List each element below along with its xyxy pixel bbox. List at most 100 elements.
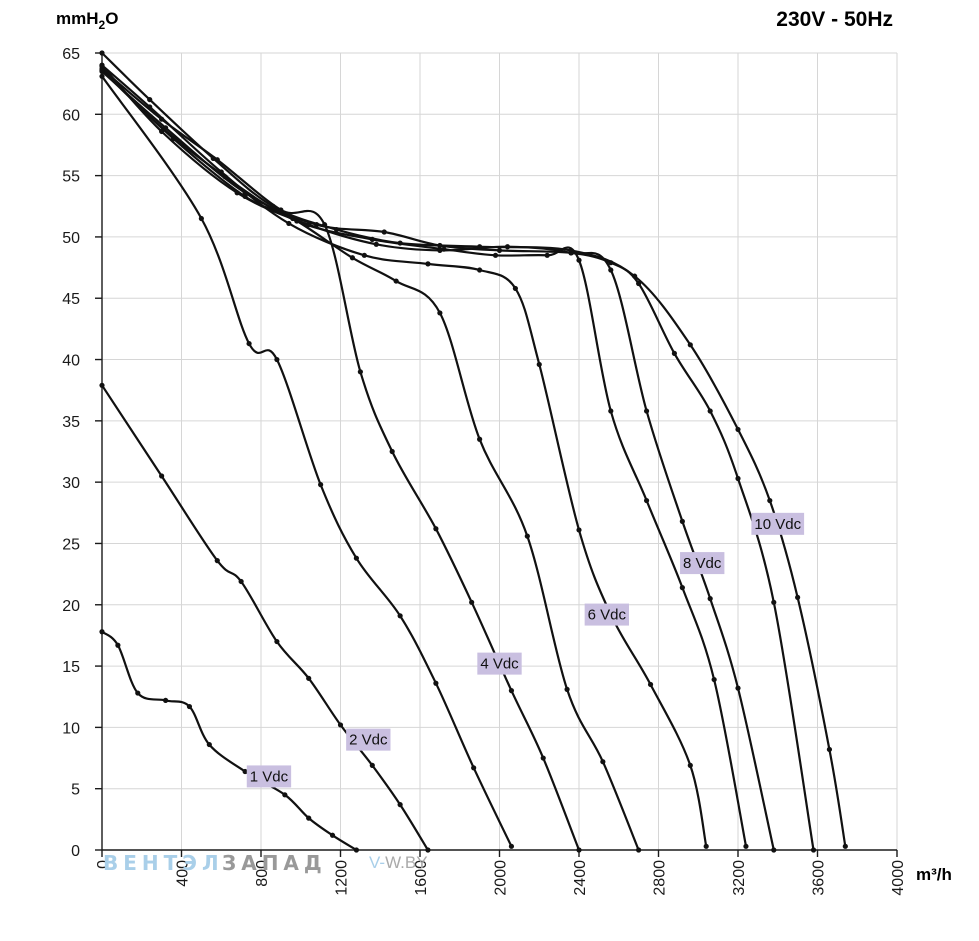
series-label-text: 1 Vdc: [250, 768, 289, 785]
data-point-4-vdc: [540, 755, 546, 761]
series-label-2-vdc: 2 Vdc: [346, 728, 391, 751]
data-point-8-vdc: [707, 596, 713, 602]
data-point-2-vdc: [238, 578, 244, 585]
data-point-3-vdc: [508, 843, 515, 849]
x-tick-label: 3600: [811, 860, 828, 896]
data-point-1-vdc: [242, 768, 248, 775]
series-label-background: [680, 552, 725, 575]
watermark-brand-part2: ЗАПАД: [222, 851, 327, 875]
series-line-7-vdc: [100, 65, 748, 848]
data-point-8-vdc: [643, 408, 650, 414]
data-point-4-vdc: [469, 599, 475, 605]
data-point-1-vdc: [353, 847, 359, 853]
data-point-2-vdc: [159, 473, 165, 479]
y-tick-label: 20: [62, 598, 80, 615]
data-point-8-vdc: [679, 518, 685, 524]
chart-title: 230V - 50Hz: [776, 8, 893, 31]
data-point-4-vdc: [576, 847, 582, 853]
data-point-1-vdc: [115, 642, 121, 648]
data-point-3-vdc: [99, 73, 105, 79]
data-point-4-vdc: [508, 688, 515, 694]
data-point-6-vdc: [361, 252, 367, 258]
data-point-7-vdc: [711, 676, 717, 683]
data-point-9-vdc: [671, 350, 678, 357]
data-point-9-vdc: [381, 229, 387, 235]
series-label-10-vdc: 10 Vdc: [751, 512, 805, 535]
data-point-4-vdc: [389, 448, 395, 455]
data-point-2-vdc: [274, 638, 280, 645]
data-point-10-vdc: [270, 203, 276, 209]
data-point-10-vdc: [397, 240, 403, 246]
data-point-6-vdc: [647, 681, 654, 688]
data-point-6-vdc: [512, 285, 519, 292]
data-point-2-vdc: [306, 675, 312, 681]
data-point-5-vdc: [477, 436, 483, 442]
series-label-8-vdc: 8 Vdc: [680, 552, 725, 575]
x-tick-label: 4000: [890, 860, 907, 896]
x-tick-label: 1200: [334, 860, 351, 896]
series-label-text: 8 Vdc: [683, 555, 722, 572]
series-label-text: 6 Vdc: [588, 607, 627, 624]
data-point-10-vdc: [687, 342, 693, 348]
watermark-site: V-W.BY: [369, 853, 428, 872]
x-tick-label: 3200: [731, 860, 748, 896]
y-tick-label: 55: [62, 169, 80, 186]
data-point-5-vdc: [393, 278, 399, 284]
y-tick-label: 40: [62, 353, 80, 370]
data-point-5-vdc: [524, 533, 530, 539]
series-label-text: 4 Vdc: [480, 656, 519, 673]
x-axis-title: m³/h: [916, 865, 952, 884]
y-tick-label: 35: [62, 414, 80, 431]
data-point-1-vdc: [163, 697, 169, 704]
data-point-10-vdc: [767, 497, 773, 504]
data-point-6-vdc: [477, 267, 483, 273]
y-tick-label: 15: [62, 659, 80, 676]
data-point-9-vdc: [99, 68, 105, 74]
data-point-10-vdc: [568, 247, 574, 254]
series-label-6-vdc: 6 Vdc: [584, 603, 630, 626]
data-point-8-vdc: [373, 241, 379, 247]
data-point-3-vdc: [198, 215, 204, 222]
data-point-8-vdc: [771, 847, 777, 853]
watermark-site-prefix: V-: [369, 853, 385, 872]
data-point-1-vdc: [282, 792, 288, 798]
data-point-3-vdc: [274, 356, 280, 363]
series-label-background: [477, 652, 522, 675]
x-tick-label: 2000: [493, 860, 510, 896]
y-tick-label: 5: [71, 782, 80, 799]
x-tick-label: 800: [254, 860, 271, 887]
data-point-8-vdc: [99, 62, 105, 68]
data-point-5-vdc: [600, 759, 606, 765]
series-labels: 1 Vdc 2 Vdc 4 Vdc 6 Vdc 8 Vdc 10 Vdc: [246, 512, 805, 788]
data-point-2-vdc: [369, 762, 375, 768]
data-point-5-vdc: [564, 686, 570, 692]
series-line-3-vdc: [100, 75, 513, 848]
x-tick-label: 1600: [413, 860, 430, 896]
data-point-10-vdc: [477, 244, 483, 250]
data-point-1-vdc: [329, 832, 336, 838]
data-point-7-vdc: [576, 257, 582, 263]
watermark-site-rest: W.BY: [385, 853, 428, 872]
data-point-1-vdc: [186, 703, 193, 710]
data-point-1-vdc: [99, 629, 105, 635]
data-point-3-vdc: [246, 340, 252, 347]
data-point-5-vdc: [349, 255, 356, 261]
y-axis-title-end: O: [105, 9, 118, 28]
data-point-9-vdc: [735, 475, 741, 482]
y-tick-label: 25: [62, 536, 80, 553]
data-point-9-vdc: [810, 847, 817, 853]
data-point-10-vdc: [842, 843, 848, 849]
data-point-7-vdc: [608, 408, 614, 414]
data-point-10-vdc: [735, 426, 741, 433]
x-tick-label: 2800: [652, 860, 669, 896]
data-point-10-vdc: [795, 594, 801, 601]
y-axis-ticks: 0 5 10 15 20 25 30 35 40 45 50 55 60 65: [62, 46, 102, 860]
data-point-6-vdc: [147, 104, 153, 110]
data-point-3-vdc: [433, 680, 439, 686]
x-tick-label: 400: [175, 860, 192, 887]
data-point-9-vdc: [636, 280, 642, 287]
series-label-text: 2 Vdc: [349, 732, 388, 749]
data-point-2-vdc: [99, 382, 105, 388]
data-point-6-vdc: [576, 527, 582, 533]
